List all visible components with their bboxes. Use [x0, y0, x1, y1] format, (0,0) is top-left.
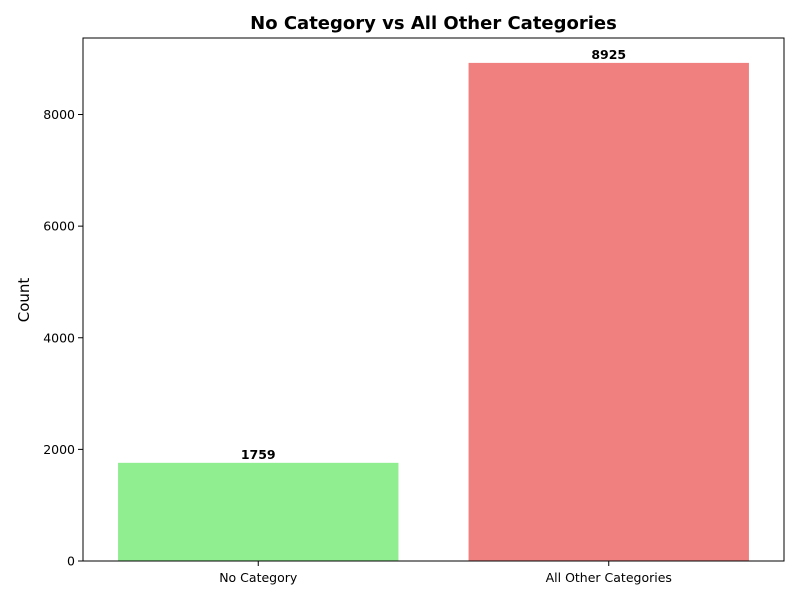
y-axis-label: Count	[15, 278, 33, 323]
bars-group	[118, 62, 749, 561]
y-tick-label-2: 4000	[43, 330, 75, 345]
y-tick-label-1: 2000	[43, 442, 75, 457]
y-tick-label-0: 0	[67, 554, 75, 569]
value-labels-group: 1759 8925	[241, 47, 626, 462]
bar-0	[118, 462, 399, 561]
y-tick-label-3: 6000	[43, 219, 75, 234]
y-tick-label-4: 8000	[43, 107, 75, 122]
bar-value-label-1: 8925	[591, 47, 626, 62]
y-ticks-group: 0 2000 4000 6000 8000	[43, 107, 83, 569]
plot-frame	[82, 37, 785, 562]
x-tick-label-1: All Other Categories	[546, 570, 672, 585]
bar-1	[468, 62, 749, 561]
x-tick-label-0: No Category	[219, 570, 298, 585]
chart-title: No Category vs All Other Categories	[250, 13, 617, 34]
x-ticks-group: No Category All Other Categories	[219, 561, 672, 585]
bar-value-label-0: 1759	[241, 447, 276, 462]
